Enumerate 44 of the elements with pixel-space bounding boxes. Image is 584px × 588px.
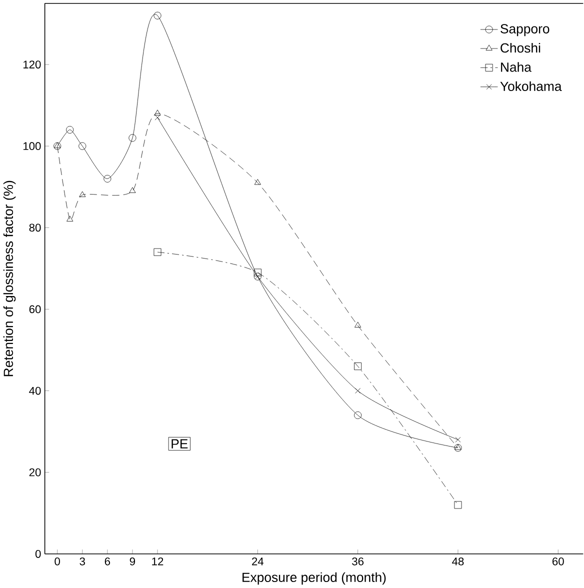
x-tick-label: 36	[352, 557, 364, 566]
x-tick-label: 24	[252, 557, 264, 566]
point	[455, 436, 461, 442]
point	[154, 114, 160, 120]
x-tick-label: 6	[105, 557, 110, 566]
y-tick-label: 100	[24, 142, 41, 150]
y-tick-label: 0	[36, 550, 41, 558]
point	[354, 322, 362, 328]
legend-label: Naha	[501, 62, 532, 72]
point	[254, 268, 262, 276]
y-tick-label: 60	[30, 305, 41, 314]
x-tick-label: 9	[130, 557, 136, 566]
x-axis-title: Exposure period (month)	[242, 572, 386, 585]
y-tick-label: 20	[30, 468, 41, 476]
point	[454, 444, 462, 452]
point	[79, 191, 86, 198]
point	[104, 174, 112, 182]
legend-label: Sapporo	[500, 24, 550, 36]
x-tick-label: 0	[54, 557, 60, 566]
x-tick-label: 12	[152, 557, 164, 566]
point	[355, 388, 361, 394]
annotation: PE	[172, 439, 188, 448]
x-tick-label: 3	[80, 557, 86, 566]
y-axis-title: Retention of glossiness factor (%)	[4, 180, 16, 376]
point	[454, 444, 462, 450]
y-tick-label: 120	[24, 60, 41, 68]
point	[154, 12, 162, 20]
point	[128, 134, 136, 142]
y-tick-label: 80	[30, 224, 41, 232]
point	[454, 501, 462, 509]
legend-label: Choshi	[500, 42, 540, 53]
point	[129, 187, 136, 193]
point	[78, 142, 86, 150]
x-tick-label: 60	[552, 557, 564, 566]
point	[354, 411, 362, 419]
point	[154, 248, 162, 256]
point	[154, 110, 161, 116]
point	[66, 126, 74, 134]
point	[254, 179, 262, 185]
point	[66, 216, 74, 222]
point	[354, 362, 362, 370]
x-tick-label: 48	[452, 557, 464, 566]
legend-label: Yokohama	[500, 81, 562, 92]
y-tick-label: 40	[29, 386, 41, 395]
